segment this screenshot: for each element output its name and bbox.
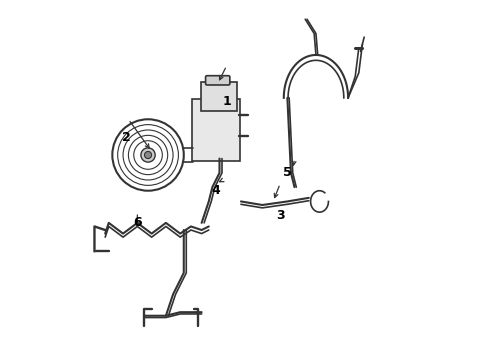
FancyBboxPatch shape <box>205 76 229 85</box>
FancyBboxPatch shape <box>200 82 236 111</box>
Text: 5: 5 <box>283 166 291 179</box>
Circle shape <box>141 148 155 162</box>
Text: 1: 1 <box>222 95 230 108</box>
Text: 2: 2 <box>122 131 131 144</box>
Text: 3: 3 <box>275 209 284 222</box>
Text: 4: 4 <box>211 184 220 197</box>
Circle shape <box>144 152 151 158</box>
FancyBboxPatch shape <box>192 99 240 161</box>
Text: 6: 6 <box>133 216 142 229</box>
